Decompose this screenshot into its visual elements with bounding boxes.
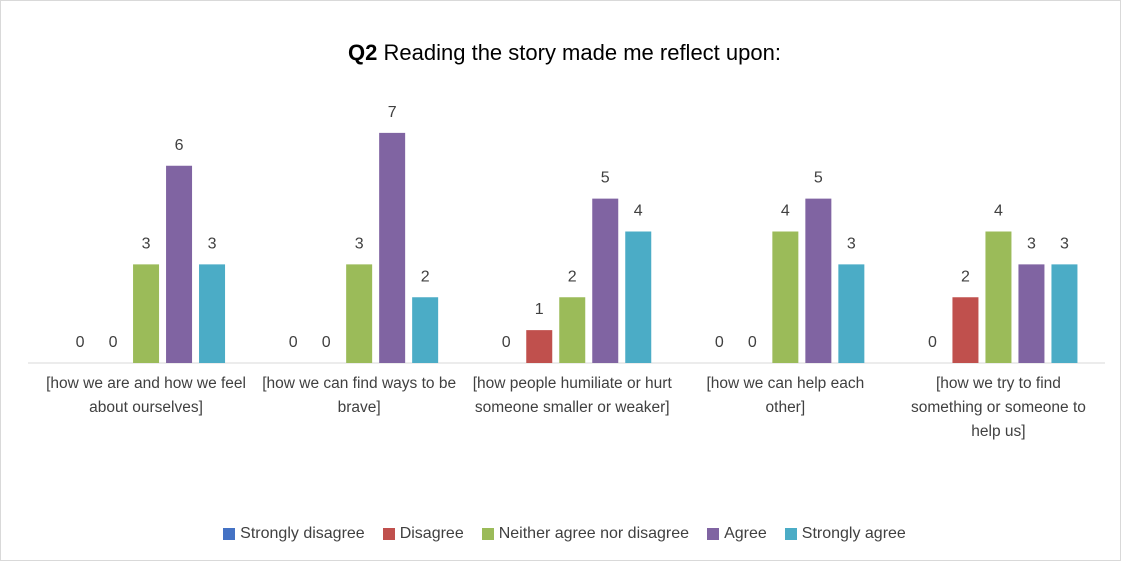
bar (838, 264, 865, 363)
bar (526, 330, 553, 363)
legend-swatch (382, 528, 395, 540)
x-tick-label: [how we can find ways to be brave] (262, 375, 457, 416)
legend-item: Neither agree nor disagree (481, 525, 690, 543)
bar (952, 297, 979, 363)
legend-label: Disagree (399, 525, 464, 542)
data-label: 3 (355, 235, 364, 252)
x-tick-label: [how we are and how we feel about oursel… (46, 375, 246, 416)
bar (559, 297, 586, 363)
data-label: 4 (634, 203, 643, 220)
x-tick-label: [how we try to find something or someone… (910, 375, 1086, 440)
data-label: 7 (388, 104, 397, 121)
data-label: 2 (568, 268, 577, 285)
data-label: 3 (208, 235, 217, 252)
title-bold: Q2 (348, 40, 378, 65)
legend-item: Disagree (382, 525, 464, 543)
x-tick-label: [how we can help each other] (706, 375, 865, 416)
data-label: 3 (847, 235, 856, 252)
bar (346, 264, 373, 363)
legend-item: Strongly disagree (223, 525, 365, 543)
legend-label: Neither agree nor disagree (498, 525, 690, 542)
legend-label: Agree (724, 525, 767, 542)
bar (379, 132, 406, 363)
bar (412, 297, 439, 363)
data-label: 3 (142, 235, 151, 252)
data-label: 0 (502, 334, 511, 351)
legend-swatch (481, 528, 494, 540)
data-label: 0 (715, 334, 724, 351)
data-label: 0 (76, 334, 85, 351)
data-label: 0 (109, 334, 118, 351)
title-text: Reading the story made me reflect upon: (383, 40, 781, 65)
legend-label: Strongly agree (801, 525, 906, 542)
data-label: 1 (535, 301, 544, 318)
data-label: 6 (175, 137, 184, 154)
data-label: 0 (322, 334, 331, 351)
data-label: 0 (928, 334, 937, 351)
bar (1018, 264, 1045, 363)
legend-swatch (707, 528, 720, 540)
data-label: 0 (289, 334, 298, 351)
bar (772, 231, 799, 363)
bar (592, 198, 619, 363)
bar (985, 231, 1012, 363)
data-label: 4 (994, 203, 1003, 220)
bar (199, 264, 226, 363)
data-label: 3 (1027, 235, 1036, 252)
data-label: 2 (421, 268, 430, 285)
bar (805, 198, 832, 363)
bar (166, 165, 193, 363)
bar (133, 264, 160, 363)
legend-item: Agree (707, 525, 767, 543)
bar (625, 231, 652, 363)
legend-label: Strongly disagree (240, 525, 365, 542)
data-label: 5 (814, 170, 823, 187)
data-label: 0 (748, 334, 757, 351)
data-label: 5 (601, 170, 610, 187)
legend: Strongly disagree Disagree Neither agree n… (0, 525, 1129, 543)
x-tick-label: [how people humiliate or hurt someone sm… (472, 375, 672, 416)
bar (1051, 264, 1078, 363)
chart-title: Q2 Reading the story made me reflect upo… (0, 40, 1129, 66)
data-label: 3 (1060, 235, 1069, 252)
data-label: 4 (781, 203, 790, 220)
legend-swatch (223, 528, 236, 540)
legend-item: Strongly agree (784, 525, 906, 543)
legend-swatch (784, 528, 797, 540)
data-label: 2 (961, 268, 970, 285)
